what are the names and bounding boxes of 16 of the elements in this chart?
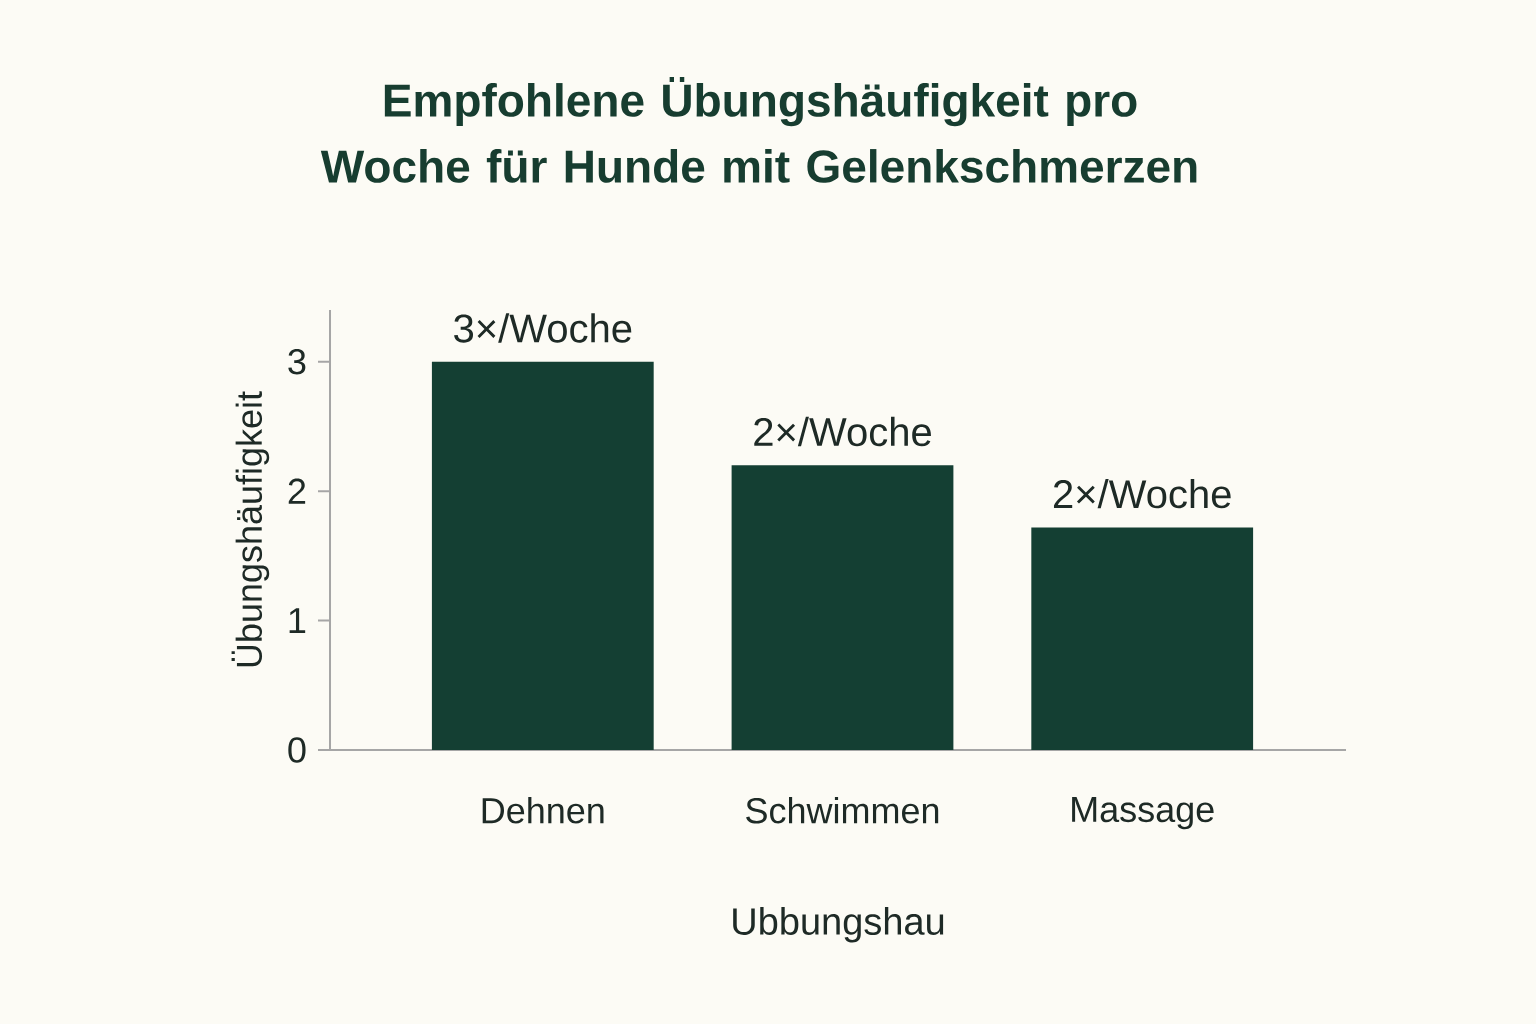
data-label: 2×/Woche	[754, 416, 931, 447]
data-label: 3×/Woche	[454, 313, 632, 343]
bar	[431, 361, 654, 750]
y-tick-label: 3	[288, 349, 306, 375]
bar	[1031, 527, 1254, 750]
y-axis-title: Übungshäufigkeit	[231, 391, 270, 667]
bar	[731, 465, 954, 750]
x-tick-label: Massage	[1072, 797, 1214, 830]
data-label: 2×/Woche	[1053, 478, 1231, 509]
y-tick-label: 0	[288, 737, 306, 763]
x-axis-title: Ubbungshau	[733, 907, 944, 943]
x-tick-label: Dehnen	[482, 797, 604, 824]
y-tick-label: 2	[288, 478, 306, 504]
x-tick-label: Schwimmen	[746, 797, 939, 824]
chart-title: Empfohlene Übungshäufigkeit pro Woche für Hunde mit Gelenkschmerzen	[320, 77, 1197, 183]
y-tick-label: 1	[289, 608, 306, 633]
